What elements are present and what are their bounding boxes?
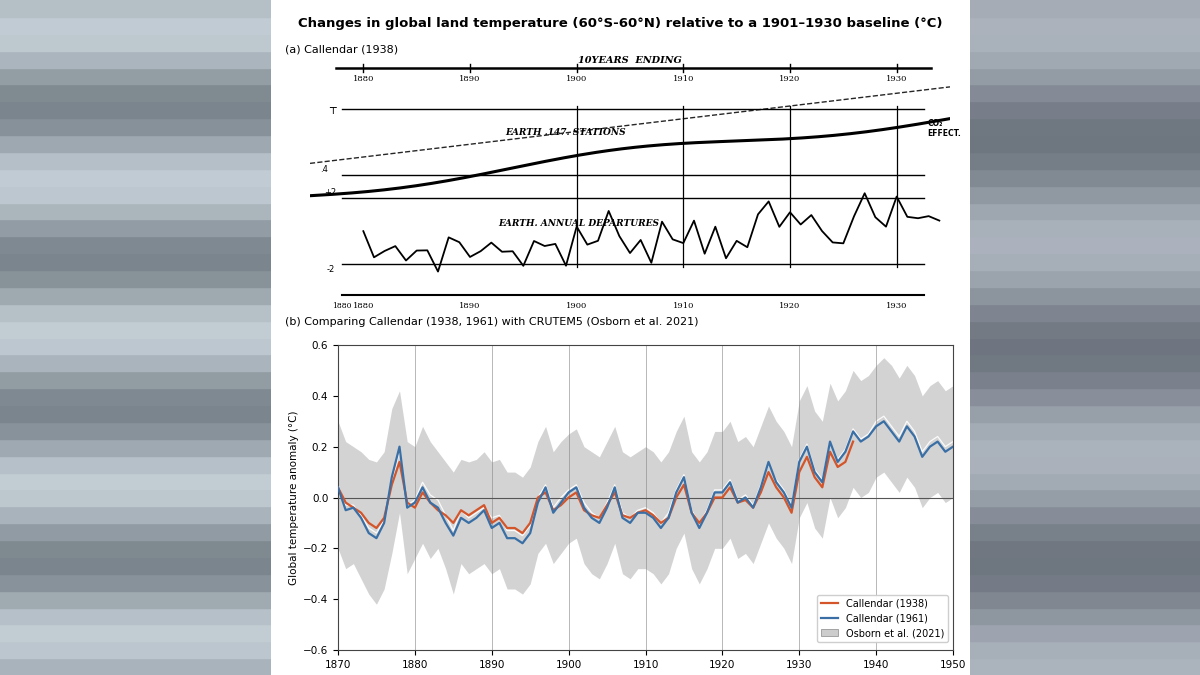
Text: 1880: 1880: [353, 76, 374, 84]
Text: 1900: 1900: [566, 302, 587, 311]
Text: 10YEARS  ENDING: 10YEARS ENDING: [578, 56, 682, 65]
Legend: Callendar (1938), Callendar (1961), Osborn et al. (2021): Callendar (1938), Callendar (1961), Osbo…: [817, 595, 948, 642]
Text: .4: .4: [320, 165, 328, 174]
Text: 1930: 1930: [886, 302, 907, 311]
Text: (a) Callendar (1938): (a) Callendar (1938): [286, 45, 398, 55]
Text: EARTH .147. STATIONS: EARTH .147. STATIONS: [505, 128, 626, 136]
Y-axis label: Global temperature anomaly (°C): Global temperature anomaly (°C): [289, 410, 299, 585]
Text: CO₂
EFFECT.: CO₂ EFFECT.: [928, 119, 961, 138]
Text: 1890: 1890: [460, 302, 481, 311]
Text: 1880: 1880: [353, 302, 374, 311]
Text: EARTH. ANNUAL DEPARTURES: EARTH. ANNUAL DEPARTURES: [498, 219, 659, 228]
Text: Changes in global land temperature (60°S-60°N) relative to a 1901–1930 baseline : Changes in global land temperature (60°S…: [298, 17, 942, 30]
Text: 1910: 1910: [673, 76, 694, 84]
Text: (b) Comparing Callendar (1938, 1961) with CRUTEM5 (Osborn et al. 2021): (b) Comparing Callendar (1938, 1961) wit…: [286, 317, 698, 327]
Text: 1910: 1910: [673, 302, 694, 311]
Text: +2: +2: [324, 188, 336, 196]
Text: 1930: 1930: [886, 76, 907, 84]
Text: 1920: 1920: [779, 302, 800, 311]
Text: 1900: 1900: [566, 76, 587, 84]
Text: ┬: ┬: [329, 103, 336, 113]
Text: 1880: 1880: [332, 302, 352, 311]
Text: 1890: 1890: [460, 76, 481, 84]
Text: 1920: 1920: [779, 76, 800, 84]
Text: -2: -2: [326, 265, 335, 274]
